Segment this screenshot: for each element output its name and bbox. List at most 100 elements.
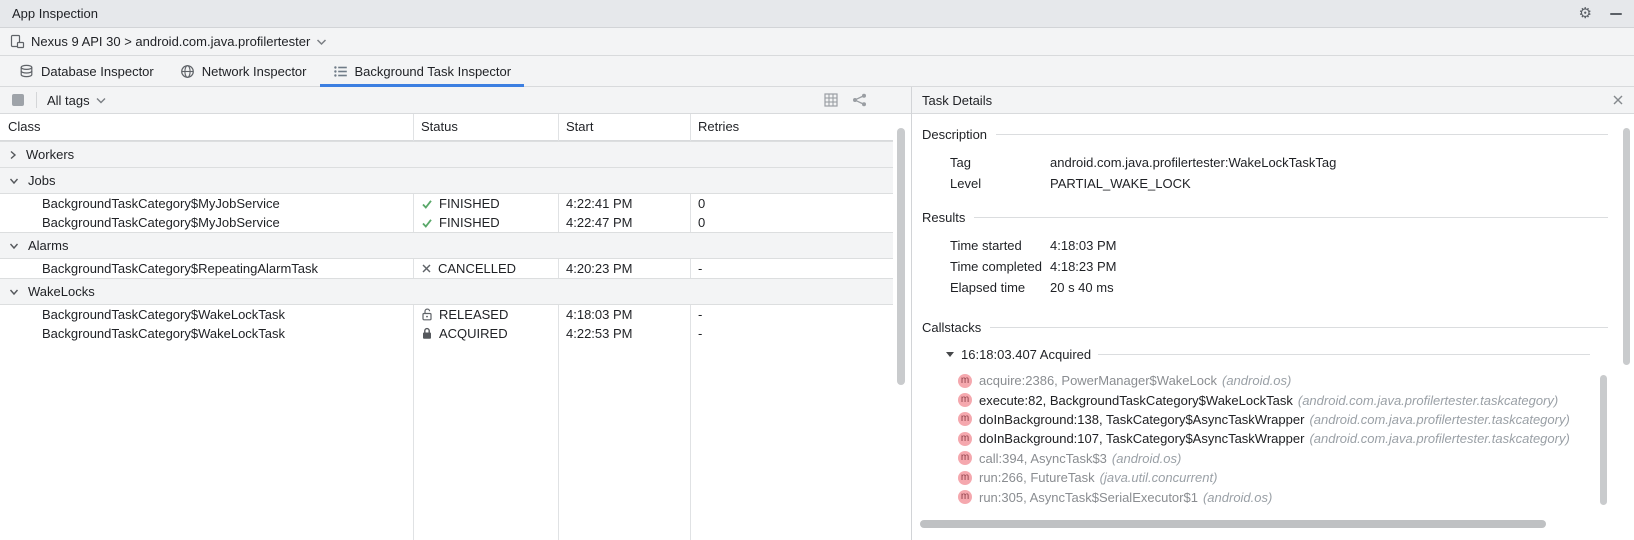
- cell-status: ACQUIRED: [421, 324, 508, 343]
- table-row[interactable]: BackgroundTaskCategory$WakeLockTask RELE…: [0, 305, 893, 324]
- stack-frame[interactable]: m execute:82, BackgroundTaskCategory$Wak…: [958, 390, 1588, 409]
- field-value: PARTIAL_WAKE_LOCK: [1050, 176, 1191, 191]
- field-row: Level PARTIAL_WAKE_LOCK: [950, 173, 1608, 194]
- method-icon: m: [958, 373, 972, 388]
- table-header: Class Status Start Retries: [0, 114, 893, 141]
- description-section-heading: Description: [922, 127, 1608, 142]
- method-icon: m: [958, 490, 972, 505]
- task-details-title: Task Details: [922, 92, 993, 108]
- cell-class: BackgroundTaskCategory$WakeLockTask: [42, 326, 286, 341]
- stack-frame[interactable]: m run:305, AsyncTask$SerialExecutor$1 (a…: [958, 487, 1588, 506]
- list-icon: [333, 64, 348, 79]
- section-title: Callstacks: [922, 320, 982, 335]
- cell-class: BackgroundTaskCategory$MyJobService: [42, 196, 280, 211]
- callstack-entry[interactable]: 16:18:03.407 Acquired: [946, 347, 1590, 362]
- tab-background-task-inspector[interactable]: Background Task Inspector: [319, 56, 525, 87]
- close-icon[interactable]: [1612, 94, 1624, 106]
- frame-method: doInBackground:138, TaskCategory$AsyncTa…: [979, 411, 1305, 427]
- table-row[interactable]: BackgroundTaskCategory$RepeatingAlarmTas…: [0, 259, 893, 278]
- group-label: WakeLocks: [28, 284, 95, 299]
- results-fields: Time started 4:18:03 PM Time completed 4…: [950, 235, 1608, 298]
- field-label: Level: [950, 176, 982, 191]
- frame-method: doInBackground:107, TaskCategory$AsyncTa…: [979, 431, 1305, 447]
- cell-start: 4:18:03 PM: [566, 307, 633, 322]
- stack-frame[interactable]: m call:394, AsyncTask$3 (android.os): [958, 449, 1588, 468]
- chevron-down-icon: [9, 242, 19, 250]
- settings-gear-icon[interactable]: ⚙: [1578, 5, 1592, 22]
- tab-label: Background Task Inspector: [354, 63, 512, 79]
- details-horizontal-scrollbar[interactable]: [920, 520, 1546, 528]
- tag-filter-dropdown[interactable]: All tags: [47, 93, 106, 108]
- section-title: Results: [922, 210, 966, 225]
- field-label: Time started: [950, 238, 1022, 253]
- field-value: 20 s 40 ms: [1050, 280, 1114, 295]
- cross-icon: [421, 263, 432, 274]
- chevron-down-icon: [9, 288, 19, 296]
- tab-label: Database Inspector: [41, 63, 154, 79]
- group-row-jobs[interactable]: Jobs: [0, 167, 893, 194]
- column-divider[interactable]: [558, 114, 559, 540]
- titlebar: App Inspection ⚙: [0, 0, 1634, 28]
- table-row[interactable]: BackgroundTaskCategory$MyJobService FINI…: [0, 194, 893, 213]
- column-divider[interactable]: [690, 114, 691, 540]
- tab-network-inspector[interactable]: Network Inspector: [167, 56, 320, 86]
- cell-status: RELEASED: [421, 305, 508, 324]
- cell-retries: -: [698, 261, 703, 276]
- task-details-body: Description Tag android.com.java.profile…: [912, 114, 1634, 507]
- stack-frame[interactable]: m doInBackground:138, TaskCategory$Async…: [958, 410, 1588, 429]
- group-label: Alarms: [28, 238, 69, 253]
- frame-package: (android.os): [1111, 450, 1182, 466]
- tab-database-inspector[interactable]: Database Inspector: [6, 56, 167, 86]
- column-divider[interactable]: [413, 114, 414, 540]
- group-row-wakelocks[interactable]: WakeLocks: [0, 278, 893, 305]
- panel-divider[interactable]: [911, 87, 912, 540]
- cell-class: BackgroundTaskCategory$WakeLockTask: [42, 307, 286, 322]
- frame-method: acquire:2386, PowerManager$WakeLock: [979, 373, 1217, 389]
- stack-frame[interactable]: m doInBackground:107, TaskCategory$Async…: [958, 429, 1588, 448]
- group-row-alarms[interactable]: Alarms: [0, 232, 893, 259]
- cell-class: BackgroundTaskCategory$MyJobService: [42, 215, 280, 230]
- callstacks-section-heading: Callstacks: [922, 320, 1608, 335]
- column-header-class[interactable]: Class: [8, 119, 41, 134]
- process-selector-label: Nexus 9 API 30 > android.com.java.profil…: [31, 34, 311, 49]
- frame-package: (java.util.concurrent): [1099, 470, 1218, 486]
- chevron-down-icon: [96, 97, 106, 104]
- cell-status: CANCELLED: [421, 259, 516, 278]
- details-vertical-scrollbar[interactable]: [1623, 128, 1630, 365]
- table-body: Workers Jobs BackgroundTaskCategory$MyJo…: [0, 141, 893, 343]
- section-rule: [990, 327, 1608, 328]
- task-details-pane: Task Details Description Tag android.com…: [912, 87, 1634, 540]
- minimize-icon[interactable]: [1610, 12, 1622, 15]
- graph-view-icon[interactable]: [852, 93, 867, 107]
- main-content: All tags Class Status Start: [0, 87, 1634, 540]
- section-rule: [974, 217, 1608, 218]
- field-label: Tag: [950, 155, 971, 170]
- stack-frame[interactable]: m run:266, FutureTask (java.util.concurr…: [958, 468, 1588, 487]
- stack-frame[interactable]: m acquire:2386, PowerManager$WakeLock (a…: [958, 371, 1588, 390]
- callstack-vertical-scrollbar[interactable]: [1600, 375, 1607, 505]
- method-icon: m: [958, 451, 972, 466]
- status-text: ACQUIRED: [439, 326, 508, 341]
- status-text: FINISHED: [439, 196, 500, 211]
- table-row[interactable]: BackgroundTaskCategory$MyJobService FINI…: [0, 213, 893, 232]
- table-vertical-scrollbar[interactable]: [897, 128, 905, 385]
- stop-inspector-icon[interactable]: [12, 94, 24, 106]
- cell-start: 4:22:41 PM: [566, 196, 633, 211]
- table-view-icon[interactable]: [824, 93, 838, 107]
- group-row-workers[interactable]: Workers: [0, 141, 893, 168]
- group-label: Jobs: [28, 173, 56, 188]
- frame-package: (android.os): [1202, 489, 1273, 505]
- globe-icon: [180, 64, 195, 79]
- column-header-retries[interactable]: Retries: [698, 119, 740, 134]
- column-header-status[interactable]: Status: [421, 119, 458, 134]
- status-text: RELEASED: [439, 307, 509, 322]
- callstack-entry-label: 16:18:03.407 Acquired: [961, 347, 1092, 362]
- device-icon: [10, 34, 25, 49]
- frame-method: execute:82, BackgroundTaskCategory$WakeL…: [979, 392, 1293, 408]
- cell-status: FINISHED: [421, 194, 500, 213]
- column-header-start[interactable]: Start: [566, 119, 594, 134]
- database-icon: [19, 64, 34, 79]
- process-selector-row[interactable]: Nexus 9 API 30 > android.com.java.profil…: [0, 28, 1634, 56]
- table-row[interactable]: BackgroundTaskCategory$WakeLockTask ACQU…: [0, 324, 893, 343]
